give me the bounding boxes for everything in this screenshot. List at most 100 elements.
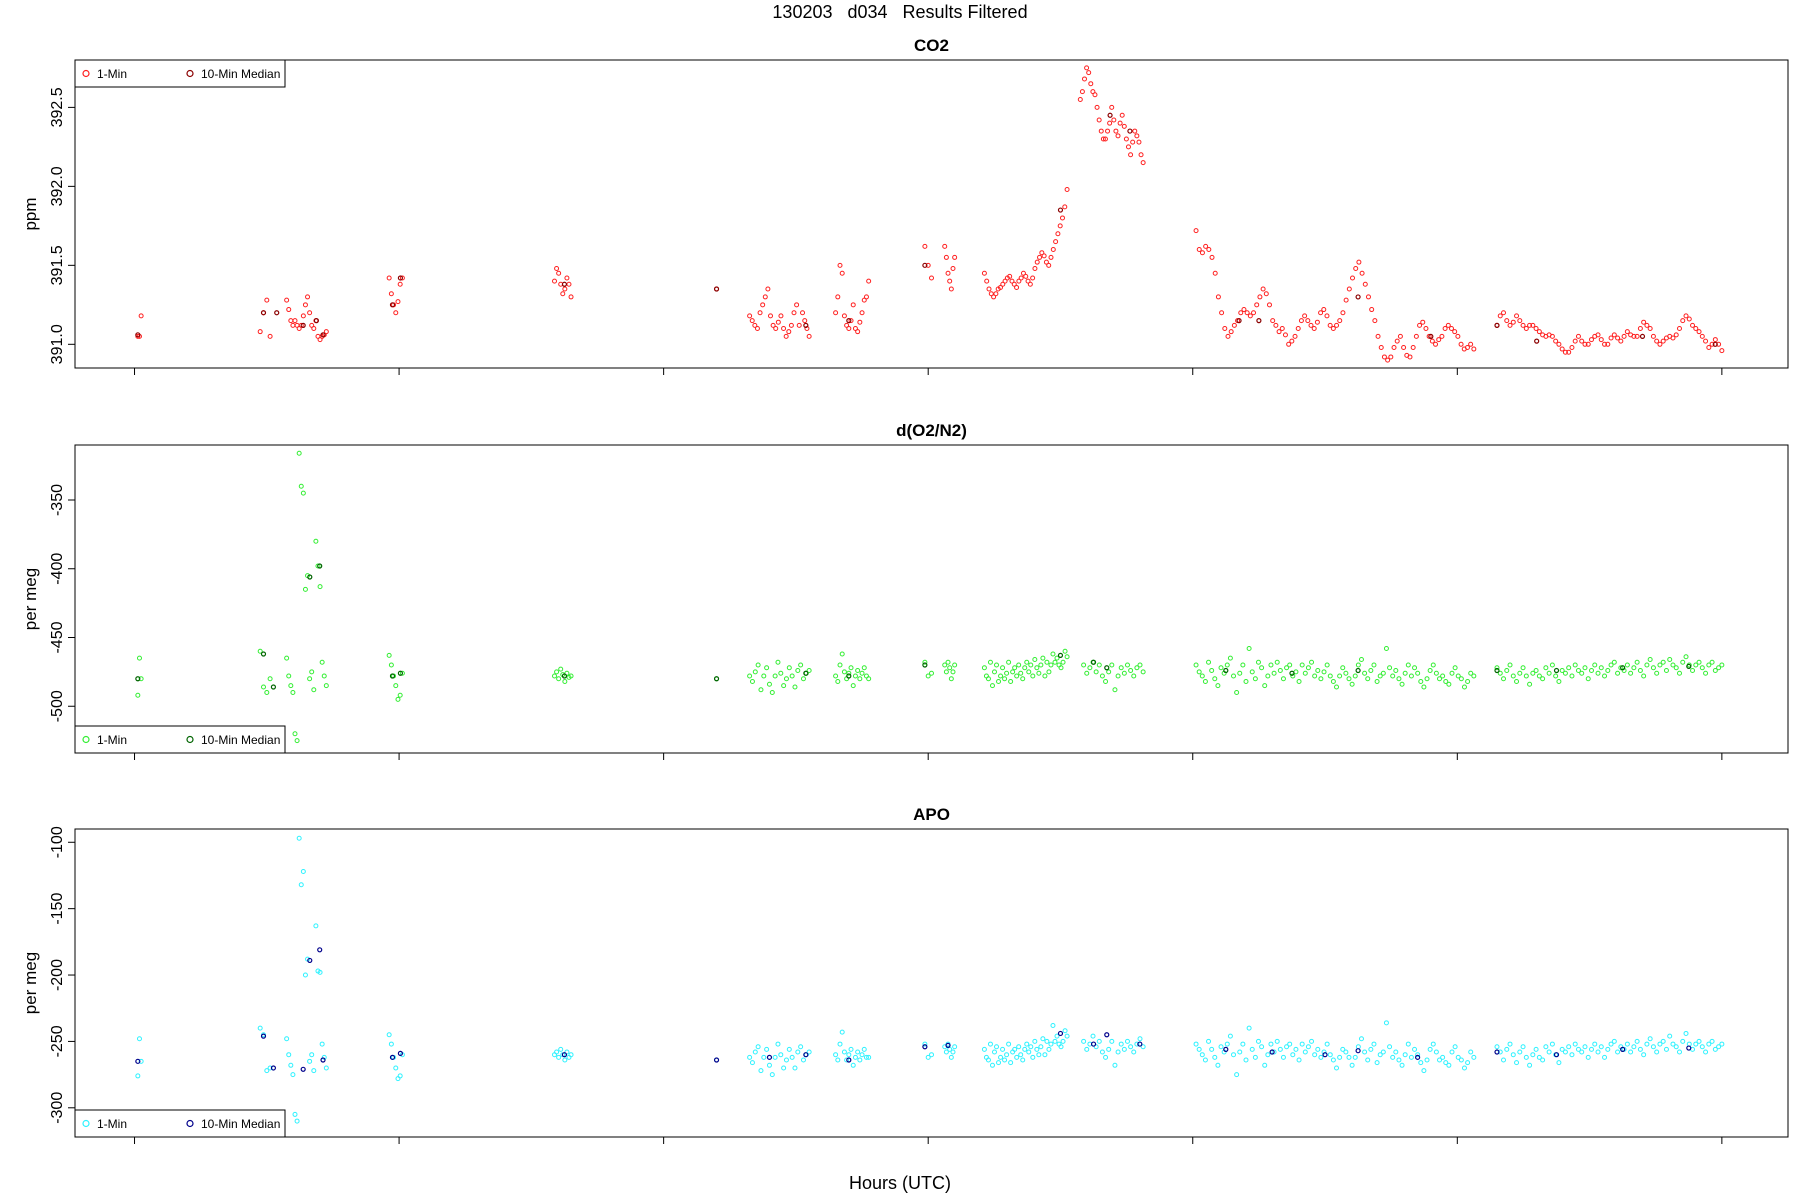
data-point-1min [1421, 684, 1427, 690]
data-point-1min [1670, 335, 1676, 341]
data-point-1min [1442, 326, 1448, 332]
data-point-1min [922, 659, 928, 665]
data-point-1min [1523, 673, 1529, 679]
data-point-1min [1533, 1046, 1539, 1052]
data-point-1min [313, 538, 319, 544]
data-point-1min [783, 676, 789, 682]
y-tick-label: -100 [49, 826, 66, 858]
data-point-1min [1010, 669, 1016, 675]
data-point-1min [1407, 354, 1413, 360]
data-point-1min [1605, 341, 1611, 347]
data-point-1min [848, 1046, 854, 1052]
data-point-1min [1321, 1049, 1327, 1055]
data-point-1min [319, 659, 325, 665]
chart-title: d(O2/N2) [896, 421, 967, 440]
data-point-1min [1040, 655, 1046, 661]
data-point-1min [292, 318, 298, 324]
data-point-1min [837, 1041, 843, 1047]
data-point-1min [138, 313, 144, 319]
data-point-1min [1234, 690, 1240, 695]
data-point-1min [1087, 665, 1093, 671]
data-point-1min [1510, 1052, 1516, 1058]
data-point-median [1355, 294, 1361, 300]
data-point-1min [749, 679, 755, 684]
data-point-1min [1093, 1044, 1099, 1050]
data-point-1min [1006, 659, 1012, 665]
data-point-1min [1062, 204, 1068, 210]
data-point-1min [788, 322, 794, 328]
data-point-1min [1128, 668, 1134, 673]
data-point-1min [1368, 668, 1374, 673]
data-point-1min [789, 673, 795, 679]
data-point-1min [1302, 670, 1308, 676]
data-point-median [260, 310, 267, 316]
data-point-median [1553, 1052, 1560, 1058]
data-point-1min [1628, 1049, 1634, 1055]
data-point-1min [1520, 665, 1526, 671]
data-point-1min [1002, 278, 1008, 284]
data-point-1min [1719, 1041, 1725, 1047]
y-tick-label: -150 [49, 893, 66, 925]
data-point-1min [319, 1041, 325, 1047]
data-point-1min [1292, 333, 1298, 339]
data-point-1min [1647, 657, 1653, 662]
data-point-1min [1238, 310, 1244, 316]
data-point-1min [1024, 1041, 1030, 1047]
data-point-1min [267, 676, 273, 682]
data-point-1min [1549, 333, 1555, 339]
data-point-1min [786, 665, 792, 671]
legend-marker [186, 735, 194, 744]
data-point-1min [1134, 665, 1140, 671]
data-point-1min [757, 310, 763, 316]
data-point-1min [852, 673, 858, 679]
data-point-1min [1556, 679, 1562, 684]
data-point-1min [1589, 1046, 1595, 1052]
legend-label: 1-Min [97, 733, 127, 747]
data-point-median [1289, 670, 1295, 676]
data-point-1min [1262, 683, 1268, 689]
data-point-1min [1420, 319, 1426, 325]
data-point-1min [1299, 1041, 1305, 1047]
data-point-1min [1595, 670, 1601, 676]
data-point-1min [1660, 338, 1666, 344]
data-point-1min [1631, 665, 1637, 671]
data-point-1min [1405, 662, 1411, 668]
data-point-1min [1536, 329, 1542, 335]
data-point-1min [1465, 679, 1471, 684]
data-point-1min [857, 319, 863, 325]
data-point-1min [762, 294, 768, 300]
data-point-1min [1032, 657, 1038, 662]
data-point-1min [806, 333, 812, 339]
data-point-1min [798, 662, 804, 668]
data-point-1min [1712, 668, 1718, 673]
data-point-1min [929, 1052, 934, 1058]
data-point-1min [1100, 136, 1106, 142]
data-point-1min [1262, 1062, 1268, 1068]
data-point-1min [1673, 332, 1679, 338]
data-point-1min [1703, 1049, 1709, 1055]
data-point-1min [560, 291, 566, 297]
data-point-1min [1585, 676, 1591, 682]
data-point-1min [1427, 1046, 1433, 1052]
data-point-1min [1452, 329, 1458, 335]
data-point-1min [1193, 228, 1199, 234]
data-point-1min [1365, 676, 1371, 682]
data-point-1min [1327, 673, 1333, 679]
data-point-1min [1231, 673, 1237, 679]
data-point-1min [1559, 346, 1565, 352]
data-point-1min [1543, 665, 1549, 671]
data-point-1min [998, 673, 1004, 679]
data-point-1min [1676, 1049, 1682, 1055]
data-point-1min [950, 1049, 956, 1055]
data-point-1min [1429, 338, 1435, 344]
data-point-median [922, 262, 928, 268]
data-point-1min [848, 665, 854, 671]
data-point-1min [1255, 659, 1261, 665]
data-point-1min [1048, 1041, 1054, 1047]
data-point-1min [758, 1068, 764, 1074]
data-point-median [945, 1042, 951, 1048]
data-point-1min [1611, 659, 1617, 665]
data-point-1min [298, 322, 304, 328]
data-point-1min [388, 291, 394, 297]
